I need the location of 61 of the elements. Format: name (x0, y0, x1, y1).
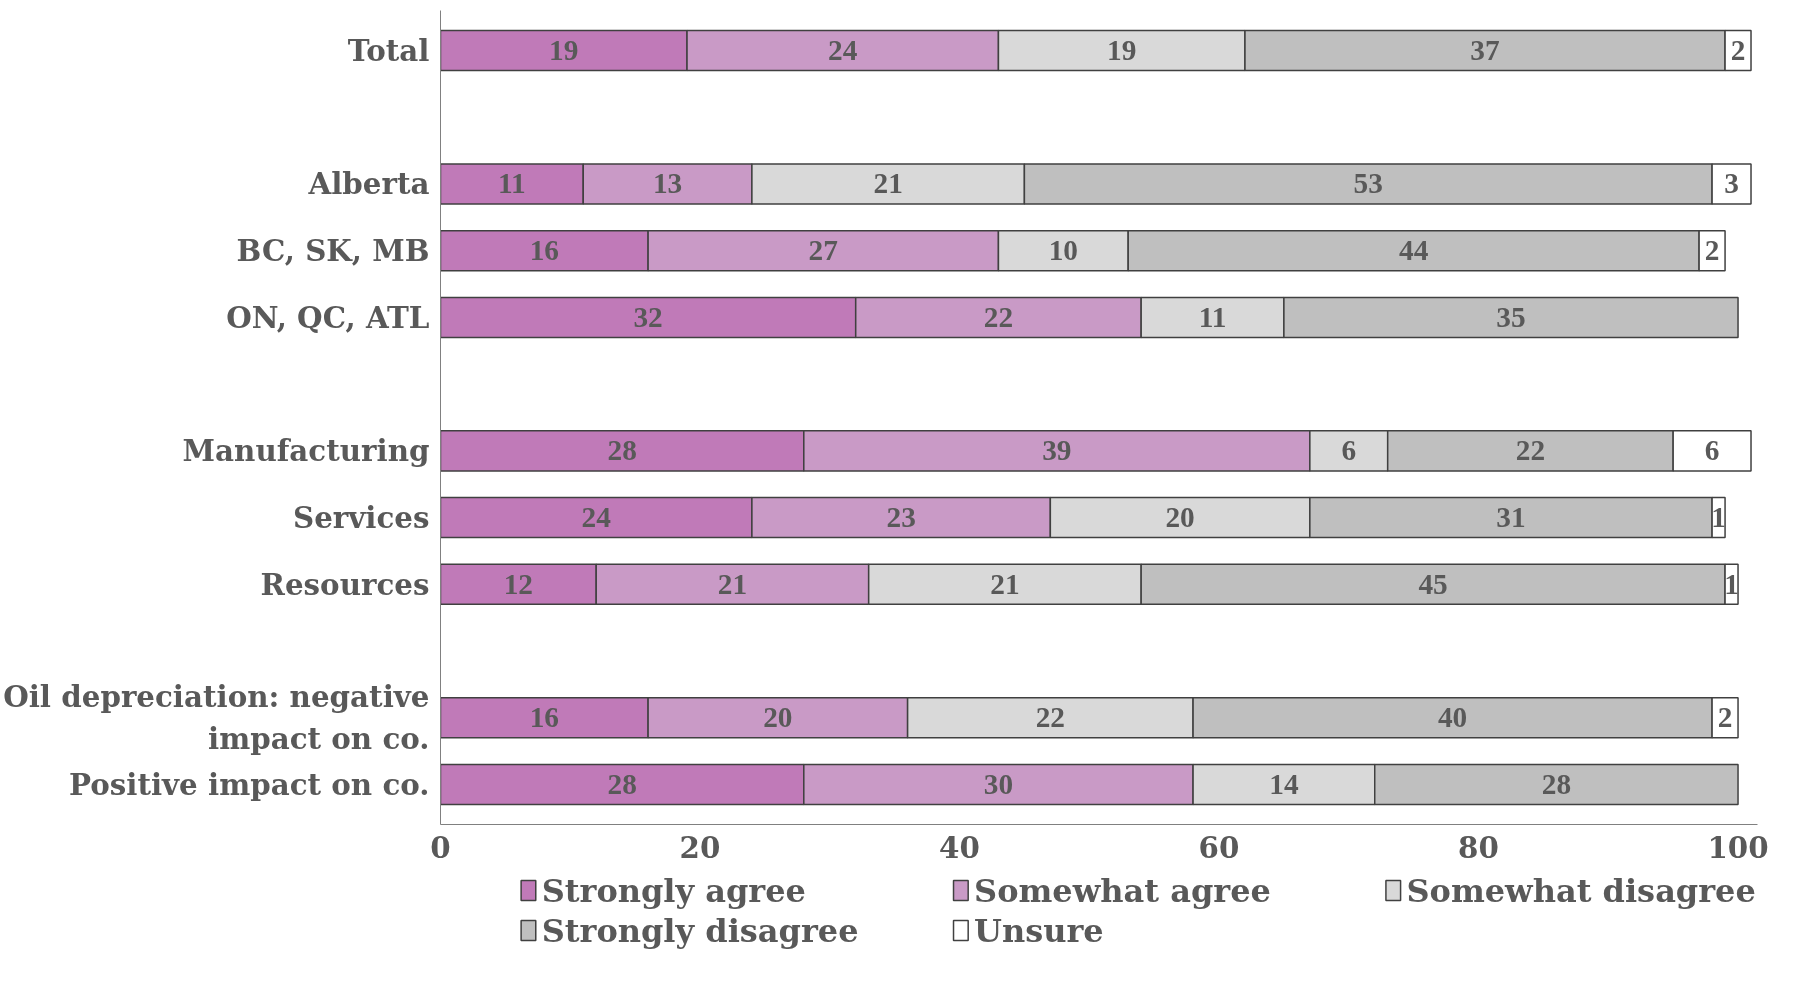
y-tick-label: ON, QC, ATL (226, 299, 430, 335)
y-tick-label: Alberta (307, 166, 430, 202)
data-label: 31 (1496, 501, 1526, 534)
data-label: 22 (1515, 434, 1546, 467)
data-label: 35 (1496, 300, 1526, 333)
data-label: 37 (1470, 34, 1500, 67)
data-label: 27 (808, 234, 838, 267)
data-label: 12 (503, 567, 534, 600)
data-label: 6 (1341, 434, 1357, 467)
y-tick-label: BC, SK, MB (236, 233, 430, 269)
x-tick-label: 100 (1707, 829, 1769, 865)
data-label: 20 (1165, 501, 1195, 534)
data-label: 14 (1269, 767, 1299, 800)
x-tick-label: 20 (679, 829, 721, 865)
data-label: 32 (633, 300, 663, 333)
data-label: 3 (1724, 167, 1739, 200)
data-label: 24 (581, 501, 612, 534)
data-label: 21 (873, 167, 903, 200)
y-tick-label: Positive impact on co. (68, 766, 430, 802)
data-label: 16 (529, 701, 559, 734)
data-label: 11 (498, 167, 526, 200)
data-label: 28 (1541, 767, 1572, 800)
legend-label: Unsure (974, 911, 1104, 950)
x-tick-label: 0 (430, 829, 451, 865)
data-label: 45 (1418, 567, 1448, 600)
data-label: 22 (1035, 701, 1066, 734)
data-label: 22 (983, 300, 1014, 333)
data-label: 19 (549, 34, 579, 67)
data-label: 53 (1353, 167, 1383, 200)
data-label: 20 (763, 701, 793, 734)
data-label: 2 (1704, 234, 1720, 267)
y-tick-label: Manufacturing (182, 433, 430, 469)
x-tick-label: 60 (1198, 829, 1240, 865)
y-tick-label: Oil depreciation: negative impact on co. (3, 679, 430, 757)
data-label: 23 (886, 501, 916, 534)
data-label: 39 (1042, 434, 1072, 467)
data-label: 28 (607, 767, 637, 800)
legend-label: Strongly disagree (541, 911, 859, 950)
data-label: 2 (1717, 701, 1733, 734)
data-label: 13 (652, 167, 683, 200)
data-label: 44 (1398, 234, 1429, 267)
x-tick-label: 40 (939, 829, 980, 865)
data-label: 30 (983, 767, 1014, 800)
data-label: 21 (717, 567, 748, 600)
legend-label: Strongly agree (541, 871, 806, 910)
data-label: 19 (1107, 34, 1137, 67)
data-label: 16 (529, 234, 559, 267)
data-label: 28 (607, 434, 637, 467)
y-tick-label: Resources (260, 566, 430, 602)
data-label: 6 (1704, 434, 1720, 467)
legend-label: Somewhat disagree (1406, 871, 1756, 910)
data-label: 40 (1437, 701, 1468, 734)
data-label: 10 (1048, 234, 1078, 267)
x-tick-label: 80 (1458, 829, 1499, 865)
data-label: 11 (1198, 300, 1227, 333)
data-label: 2 (1730, 34, 1746, 67)
data-label: 24 (828, 34, 858, 67)
data-label: 21 (990, 567, 1020, 600)
legend-label: Somewhat agree (974, 871, 1271, 910)
y-tick-label: Services (293, 500, 430, 536)
y-tick-label: Total (347, 33, 430, 69)
